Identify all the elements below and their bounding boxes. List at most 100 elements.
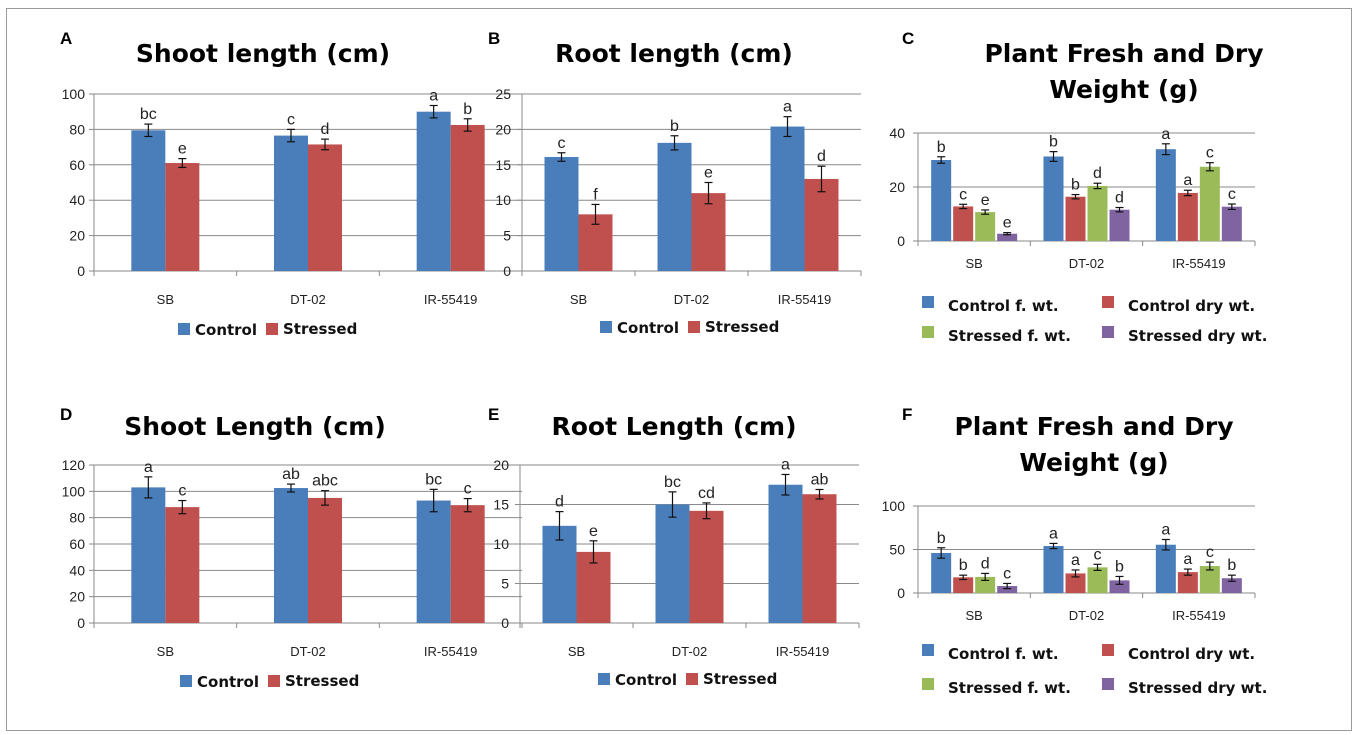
significance-letter: c [1228, 186, 1236, 203]
x-tick-label: DT-02 [1069, 256, 1104, 271]
legend-label: Stressed f. wt. [948, 679, 1071, 697]
legend-swatch [1102, 326, 1114, 338]
legend-swatch [268, 675, 280, 687]
x-tick-label: SB [965, 256, 982, 271]
y-tick-label: 100 [882, 498, 906, 514]
bar [691, 193, 726, 271]
legend-label: Control f. wt. [948, 297, 1059, 315]
significance-letter: c [959, 186, 967, 203]
legend-swatch [922, 678, 934, 690]
bar [657, 142, 692, 271]
bar [975, 212, 996, 241]
legend-label: Control [197, 673, 259, 691]
chart-title: Shoot length (cm) [136, 39, 390, 68]
legend-swatch [266, 323, 278, 335]
significance-letter: e [589, 523, 598, 540]
legend-swatch [1102, 296, 1114, 308]
x-tick-label: IR-55419 [424, 292, 477, 307]
legend-label: Stressed [703, 670, 777, 688]
significance-letter: b [1071, 177, 1080, 194]
panel-letter-f: F [902, 405, 912, 424]
y-tick-label: 5 [501, 576, 509, 592]
bar [1221, 206, 1242, 241]
significance-letter: c [558, 135, 566, 152]
significance-letter: e [981, 192, 990, 209]
panel-letter-c: C [902, 29, 914, 48]
legend-label: Stressed dry wt. [1128, 327, 1267, 345]
x-tick-label: IR-55419 [1172, 608, 1225, 623]
bar [802, 494, 837, 623]
bar [542, 525, 577, 623]
significance-letter: b [1227, 557, 1236, 574]
bar [1221, 578, 1242, 593]
bar [1199, 566, 1220, 593]
x-tick-label: DT-02 [290, 644, 325, 659]
bar [416, 500, 451, 623]
bar [131, 130, 166, 271]
y-tick-label: 0 [77, 615, 85, 631]
significance-letter: c [1003, 565, 1011, 582]
legend-label: Control dry wt. [1128, 297, 1255, 315]
significance-letter: a [429, 88, 438, 105]
significance-letter: bc [664, 474, 681, 491]
legend-swatch [922, 644, 934, 656]
panel-letter-b: B [488, 29, 500, 48]
significance-letter: c [1206, 544, 1214, 561]
legend-label: Control f. wt. [948, 645, 1059, 663]
bar [997, 233, 1018, 241]
significance-letter: d [1115, 190, 1124, 207]
significance-letter: c [1206, 145, 1214, 162]
y-tick-label: 60 [69, 157, 85, 173]
legend-label: Control [195, 321, 257, 339]
chart-title: Shoot Length (cm) [124, 412, 386, 441]
x-tick-label: DT-02 [1069, 608, 1104, 623]
y-tick-label: 0 [897, 585, 905, 601]
y-tick-label: 80 [69, 121, 85, 137]
y-tick-label: 120 [62, 457, 86, 473]
x-tick-label: DT-02 [290, 292, 325, 307]
significance-letter: b [670, 118, 679, 135]
significance-letter: b [463, 101, 472, 118]
significance-letter: cd [698, 485, 715, 502]
legend-label: Stressed [283, 320, 357, 338]
legend-swatch [922, 326, 934, 338]
bar [416, 111, 451, 271]
bar [1109, 580, 1130, 593]
bar [770, 126, 805, 272]
significance-letter: ab [811, 471, 829, 488]
bar [274, 488, 308, 623]
x-tick-label: SB [965, 608, 982, 623]
significance-letter: a [1183, 551, 1192, 568]
x-tick-label: IR-55419 [778, 292, 831, 307]
chart-title-line-2: Weight (g) [1019, 448, 1168, 477]
chart-title-line-1: Plant Fresh and Dry [984, 39, 1263, 68]
significance-letter: d [1093, 165, 1102, 182]
significance-letter: c [464, 481, 472, 498]
chart-title-line-1: Plant Fresh and Dry [954, 412, 1233, 441]
legend-swatch [922, 296, 934, 308]
significance-letter: e [704, 165, 713, 182]
bar [576, 551, 611, 623]
bar [804, 178, 839, 271]
bar [953, 577, 974, 593]
significance-letter: c [178, 483, 186, 500]
bar [1177, 192, 1198, 241]
bar [768, 484, 803, 623]
significance-letter: b [937, 530, 946, 547]
significance-letter: bc [140, 106, 157, 123]
bar [953, 206, 974, 241]
legend-label: Control [617, 319, 679, 337]
x-tick-label: IR-55419 [1172, 256, 1225, 271]
bar [308, 144, 342, 271]
significance-letter: c [287, 111, 295, 128]
y-tick-label: 15 [495, 157, 511, 173]
y-tick-label: 100 [62, 86, 86, 102]
significance-letter: a [1049, 525, 1058, 542]
bar [1043, 156, 1064, 241]
bar [544, 157, 579, 271]
x-tick-label: SB [157, 292, 174, 307]
significance-letter: b [1115, 558, 1124, 575]
panel-letter-d: D [60, 405, 72, 424]
y-tick-label: 50 [889, 542, 905, 558]
x-tick-label: IR-55419 [424, 644, 477, 659]
